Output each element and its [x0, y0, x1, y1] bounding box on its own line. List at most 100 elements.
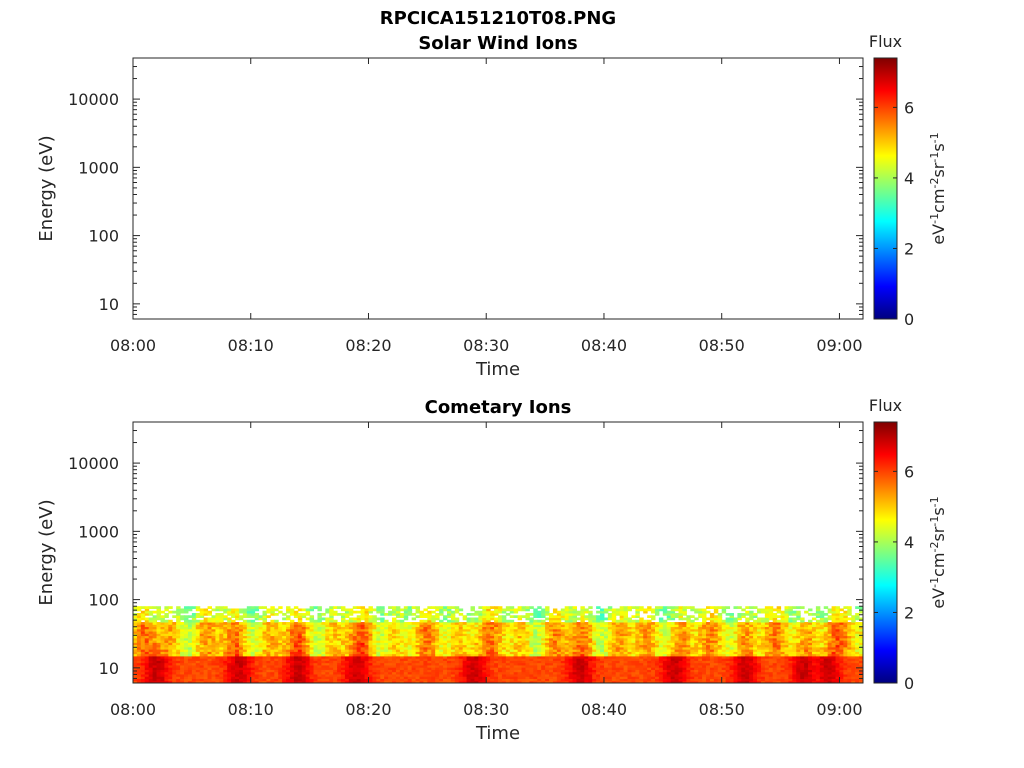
heatmap-cell	[176, 680, 181, 684]
heatmap-cell	[600, 626, 605, 630]
heatmap-cell	[399, 612, 405, 616]
heatmap-cell	[419, 635, 424, 639]
heatmap-cell	[627, 608, 632, 612]
heatmap-cell	[729, 669, 734, 673]
heatmap-cell	[470, 664, 475, 668]
heatmap-cell	[709, 651, 715, 655]
heatmap-cell	[309, 615, 315, 619]
heatmap-cell	[486, 633, 491, 637]
heatmap-cell	[568, 655, 574, 659]
heatmap-cell	[419, 669, 424, 673]
heatmap-cell	[380, 673, 385, 677]
heatmap-cell	[607, 615, 613, 619]
heatmap-cell	[199, 635, 205, 639]
heatmap-cell	[450, 680, 456, 684]
heatmap-cell	[482, 658, 487, 661]
heatmap-cell	[270, 649, 275, 652]
heatmap-cell	[694, 680, 699, 684]
heatmap-cell	[431, 635, 436, 639]
heatmap-cell	[517, 624, 523, 628]
heatmap-cell	[623, 635, 629, 639]
heatmap-cell	[289, 678, 295, 682]
heatmap-cell	[623, 669, 629, 673]
heatmap-cell	[423, 662, 428, 666]
heatmap-cell	[662, 678, 668, 682]
heatmap-cell	[651, 680, 656, 684]
heatmap-cell	[325, 628, 330, 632]
heatmap-cell	[313, 644, 318, 648]
heatmap-cell	[446, 671, 452, 675]
heatmap-cell	[670, 640, 676, 643]
heatmap-cell	[478, 624, 483, 628]
heatmap-cell	[360, 662, 366, 666]
heatmap-cell	[364, 622, 369, 625]
heatmap-cell	[529, 678, 534, 682]
heatmap-cell	[690, 664, 695, 668]
heatmap-cell	[176, 633, 181, 637]
heatmap-cell	[509, 631, 515, 634]
heatmap-cell	[325, 669, 330, 673]
heatmap-cell	[545, 667, 550, 670]
heatmap-cell	[254, 664, 260, 668]
heatmap-cell	[572, 678, 577, 682]
heatmap-cell	[278, 646, 283, 650]
heatmap-cell	[572, 671, 577, 675]
heatmap-cell	[725, 635, 731, 639]
heatmap-cell	[184, 669, 189, 673]
heatmap-cell	[658, 651, 664, 655]
heatmap-cell	[392, 660, 397, 664]
heatmap-cell	[733, 662, 738, 666]
heatmap-cell	[195, 646, 201, 650]
heatmap-cell	[227, 626, 232, 630]
heatmap-cell	[140, 640, 146, 643]
heatmap-cell	[337, 631, 342, 634]
heatmap-cell	[592, 653, 597, 657]
heatmap-cell	[341, 653, 346, 657]
heatmap-cell	[223, 660, 228, 664]
heatmap-cell	[717, 617, 723, 621]
heatmap-cell	[364, 633, 369, 637]
heatmap-cell	[443, 662, 448, 666]
heatmap-cell	[666, 624, 672, 628]
heatmap-cell	[207, 646, 212, 650]
heatmap-cell	[364, 649, 369, 652]
heatmap-cell	[427, 610, 432, 614]
heatmap-cell	[450, 658, 456, 661]
heatmap-cell	[207, 678, 212, 682]
heatmap-cell	[462, 626, 468, 630]
heatmap-cell	[435, 653, 440, 657]
heatmap-cell	[603, 655, 609, 659]
heatmap-cell	[580, 678, 585, 682]
heatmap-cell	[368, 662, 373, 666]
heatmap-cell	[293, 610, 299, 614]
heatmap-cell	[305, 637, 311, 641]
heatmap-cell	[568, 680, 574, 684]
heatmap-cell	[478, 635, 483, 639]
heatmap-cell	[635, 637, 640, 641]
heatmap-cell	[706, 622, 711, 625]
heatmap-cell	[494, 617, 499, 621]
heatmap-cell	[403, 635, 409, 639]
heatmap-cell	[207, 669, 212, 673]
heatmap-cell	[486, 617, 491, 621]
heatmap-cell	[156, 612, 161, 616]
heatmap-cell	[702, 667, 707, 670]
heatmap-cell	[517, 646, 523, 650]
heatmap-cell	[384, 649, 389, 652]
heatmap-cell	[227, 635, 232, 639]
heatmap-cell	[403, 626, 409, 630]
heatmap-cell	[568, 673, 574, 677]
heatmap-cell	[666, 615, 672, 619]
heatmap-cell	[274, 628, 279, 632]
heatmap-cell	[172, 633, 177, 637]
heatmap-cell	[721, 608, 727, 612]
heatmap-cell	[686, 655, 691, 659]
heatmap-cell	[729, 612, 734, 616]
heatmap-cell	[427, 633, 432, 637]
heatmap-cell	[513, 671, 519, 675]
heatmap-cell	[262, 633, 267, 637]
heatmap-cell	[639, 622, 644, 625]
heatmap-cell	[148, 644, 154, 648]
heatmap-cell	[611, 678, 617, 682]
heatmap-cell	[282, 667, 287, 670]
